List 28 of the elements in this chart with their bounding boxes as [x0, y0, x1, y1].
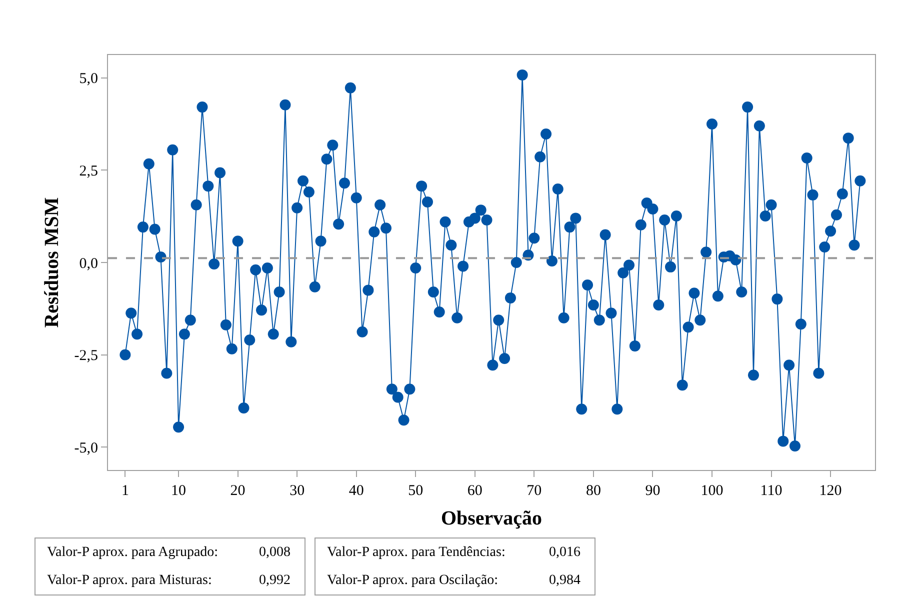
x-tick-label: 90	[645, 483, 660, 499]
y-tick-label: 0,0	[79, 256, 98, 272]
text: 0,992	[259, 573, 290, 588]
text: 0,016	[549, 545, 580, 560]
x-axis-title: Observação	[440, 508, 542, 530]
y-axis-title: Resíduos MSM	[40, 197, 63, 328]
y-tick-label: 2,5	[79, 163, 98, 180]
x-tick-label: 110	[760, 483, 782, 499]
y-tick-label: 5,0	[79, 71, 98, 88]
text: 0,008	[259, 545, 290, 560]
text: Valor-P aprox. para Oscilação:	[327, 573, 498, 588]
y-tick-label: -5,0	[74, 440, 98, 456]
text: 0,984	[549, 573, 580, 588]
y-tick-label: -2,5	[74, 348, 98, 364]
x-tick-label: 100	[700, 483, 724, 499]
x-tick-label: 20	[230, 483, 246, 499]
x-tick-label: 60	[467, 483, 482, 499]
x-tick-label: 120	[819, 483, 842, 499]
x-tick-label: 40	[348, 483, 364, 499]
x-tick-label: 70	[526, 483, 542, 499]
x-tick-label: 1	[121, 483, 129, 499]
x-tick-label: 30	[290, 483, 305, 499]
text: Valor-P aprox. para Tendências:	[327, 545, 506, 560]
x-tick-label: 10	[171, 483, 186, 499]
text: Valor-P aprox. para Agrupado:	[47, 545, 218, 560]
text: Valor-P aprox. para Misturas:	[47, 573, 212, 588]
x-tick-label: 50	[408, 483, 424, 499]
x-tick-label: 80	[586, 483, 601, 499]
